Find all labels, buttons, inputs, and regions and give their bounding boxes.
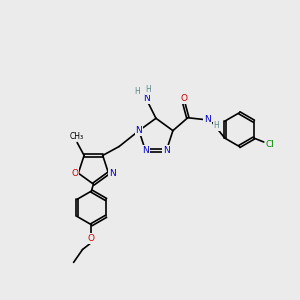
Text: N: N xyxy=(143,94,149,103)
Text: H: H xyxy=(145,85,151,94)
Text: N: N xyxy=(136,126,142,135)
Text: N: N xyxy=(109,169,116,178)
Text: O: O xyxy=(71,169,78,178)
Text: O: O xyxy=(88,234,95,243)
Text: Cl: Cl xyxy=(265,140,274,149)
Text: O: O xyxy=(180,94,187,103)
Text: H: H xyxy=(134,87,140,96)
Text: CH₃: CH₃ xyxy=(70,132,84,141)
Text: H: H xyxy=(214,121,219,130)
Text: N: N xyxy=(142,146,149,155)
Text: N: N xyxy=(163,146,170,155)
Text: N: N xyxy=(204,115,211,124)
